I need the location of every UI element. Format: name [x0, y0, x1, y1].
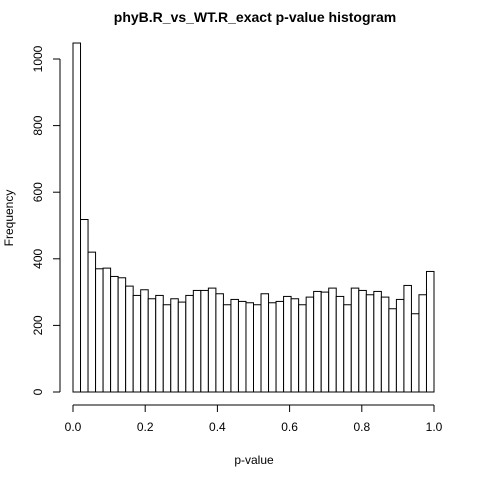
histogram-bar — [207, 287, 217, 393]
histogram-bar — [388, 308, 397, 393]
histogram-bar — [343, 304, 352, 393]
x-tick-label: 0.4 — [209, 420, 226, 434]
x-tick-label: 0.8 — [353, 420, 370, 434]
x-tick-label: 0.2 — [137, 420, 154, 434]
x-tick-label: 1.0 — [426, 420, 443, 434]
chart-title: phyB.R_vs_WT.R_exact p-value histogram — [114, 9, 396, 25]
histogram-bar — [410, 313, 420, 393]
histogram-bar — [185, 294, 194, 393]
histogram-bar — [230, 298, 239, 393]
histogram-bar — [365, 294, 375, 393]
histogram-bar — [373, 290, 382, 393]
x-tick-label: 0.6 — [281, 420, 298, 434]
y-tick-label: 0 — [31, 388, 45, 395]
y-tick-label: 800 — [31, 115, 45, 135]
histogram-bar — [313, 290, 322, 393]
histogram-bar — [80, 219, 89, 393]
histogram-bar — [425, 270, 435, 393]
histogram-bar — [117, 277, 127, 393]
x-axis-label: p-value — [234, 453, 274, 467]
x-tick-label: 0.0 — [65, 420, 82, 434]
histogram-bar — [170, 298, 179, 393]
y-tick-label: 1000 — [31, 45, 45, 72]
histogram-bar — [102, 267, 112, 393]
histogram-bar — [395, 298, 405, 393]
histogram-bar — [335, 295, 345, 393]
histogram-bar — [283, 295, 292, 393]
histogram-bar — [140, 289, 149, 393]
histogram-bar — [358, 289, 367, 393]
histogram-bar — [290, 298, 300, 393]
histogram-bar — [132, 294, 142, 393]
y-axis: 0 200 400 600 800 1000 — [31, 45, 61, 395]
histogram-bar — [87, 251, 97, 393]
histogram-bar — [328, 287, 337, 393]
histogram-bar — [275, 300, 285, 393]
histogram-bar — [110, 275, 119, 393]
y-tick-label: 400 — [31, 248, 45, 268]
histogram-bar — [245, 302, 254, 393]
histogram-bar — [147, 298, 157, 393]
y-axis-label: Frequency — [2, 190, 16, 247]
histogram-bar — [268, 302, 277, 393]
histogram-bar — [200, 289, 209, 393]
histogram-bar — [215, 293, 224, 393]
histogram-bar — [380, 296, 390, 393]
histogram-bar — [222, 304, 232, 393]
histogram-bar — [418, 294, 427, 393]
histogram-bar — [177, 301, 187, 393]
histogram-bar — [237, 300, 247, 393]
histogram-bar — [95, 268, 104, 393]
histogram-bars — [72, 42, 435, 393]
histogram-bar — [320, 291, 330, 393]
histogram-bar — [162, 304, 172, 393]
histogram-bar — [350, 287, 360, 393]
histogram-bar — [305, 296, 315, 393]
x-axis: 0.0 0.2 0.4 0.6 0.8 1.0 — [65, 404, 443, 434]
histogram-bar — [155, 294, 164, 393]
y-tick-label: 200 — [31, 315, 45, 335]
histogram-bar — [72, 42, 82, 393]
histogram-bar — [253, 304, 262, 393]
histogram-bar — [192, 289, 202, 393]
histogram-bar — [125, 285, 134, 393]
histogram-bar — [298, 304, 307, 393]
histogram-bar — [260, 293, 270, 393]
histogram-bar — [403, 284, 412, 393]
y-tick-label: 600 — [31, 182, 45, 202]
